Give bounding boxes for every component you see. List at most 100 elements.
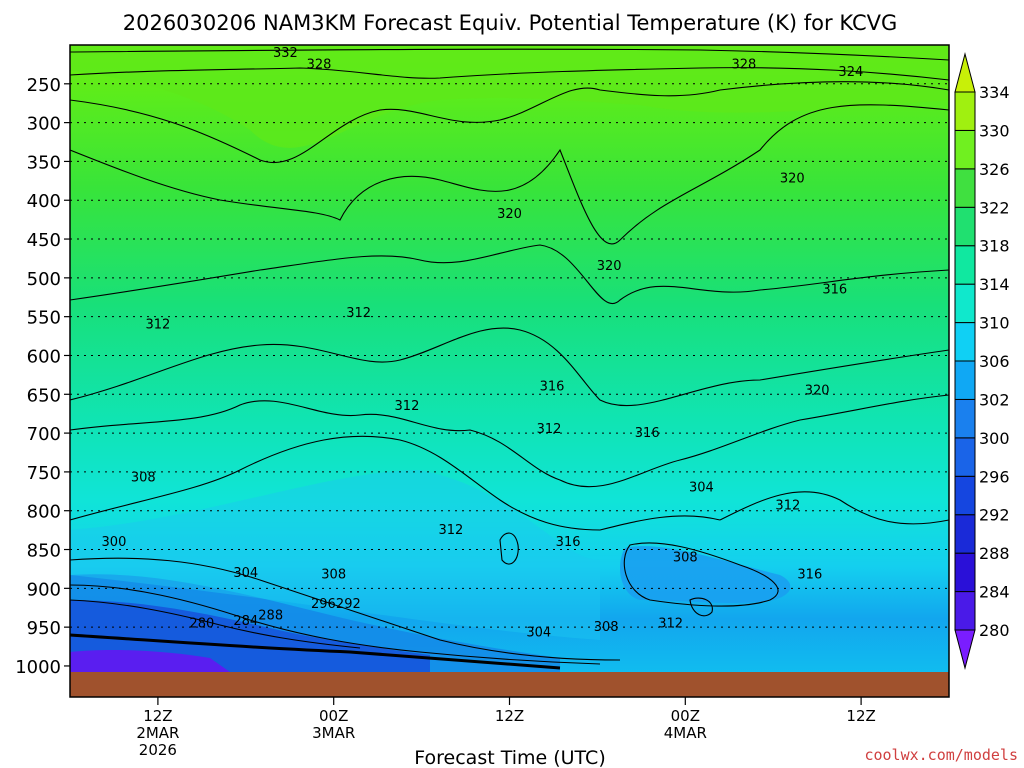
- colorbar-swatch-8: [954, 283, 976, 324]
- contour-label-312-8: 312: [145, 317, 170, 332]
- y-tick-label-800: 800: [27, 502, 61, 523]
- x-tick-label-4-0: 12Z: [846, 707, 875, 725]
- x-tick-label-2-0: 12Z: [495, 707, 524, 725]
- colorbar-label-292: 292: [979, 506, 1010, 525]
- x-tick-label-0-0: 12Z: [143, 707, 172, 725]
- colorbar-label-334: 334: [979, 83, 1010, 102]
- credit-link[interactable]: coolwx.com/models: [864, 746, 1018, 764]
- colorbar-swatch-0: [954, 591, 976, 631]
- terrain-below-ground: [70, 672, 949, 697]
- contour-320-a: [70, 244, 949, 304]
- y-tick-label-750: 750: [27, 463, 61, 484]
- contour-312: [70, 435, 721, 531]
- contour-label-312-12: 312: [395, 399, 420, 414]
- x-tick-label-3-0: 00Z: [671, 707, 700, 725]
- y-tick-label-900: 900: [27, 579, 61, 600]
- contour-328-b: [70, 81, 949, 163]
- contour-320-b: [70, 327, 949, 407]
- y-tick-label-950: 950: [27, 618, 61, 639]
- colorbar-label-326: 326: [979, 160, 1010, 179]
- colorbar-swatch-3: [954, 475, 976, 516]
- y-tick-label-450: 450: [27, 230, 61, 251]
- colorbar-label-280: 280: [979, 621, 1010, 640]
- y-tick-label-700: 700: [27, 424, 61, 445]
- x-tick-label-0-2: 2026: [139, 741, 177, 759]
- y-tick-label-1000: 1000: [15, 657, 61, 678]
- contour-label-320-5: 320: [497, 207, 522, 222]
- contour-label-312-17: 312: [775, 498, 800, 513]
- contour-label-316-10: 316: [540, 380, 565, 395]
- contour-label-304-22: 304: [233, 566, 258, 581]
- colorbar-swatch-7: [954, 322, 976, 362]
- contour-label-312-18: 312: [438, 523, 463, 538]
- colorbar-swatch-4: [954, 437, 976, 477]
- y-tick-label-650: 650: [27, 385, 61, 406]
- contour-label-312-9: 312: [346, 306, 371, 321]
- contour-label-316-7: 316: [822, 283, 847, 298]
- contour-328-a: [70, 67, 949, 81]
- contour-lines: [70, 48, 949, 670]
- contour-label-304-30: 304: [526, 626, 551, 641]
- cyan-band: [70, 470, 600, 640]
- colorbar-top-triangle: [954, 52, 976, 93]
- contour-label-320-4: 320: [780, 172, 805, 187]
- y-tick-label-600: 600: [27, 346, 61, 367]
- colorbar-label-318: 318: [979, 237, 1010, 256]
- colorbar-label-330: 330: [979, 121, 1010, 140]
- colorbar: 280 284 288 292 296 300 302 306 310 314 318 322 326 3…: [954, 52, 1010, 670]
- colorbar-swatch-9: [954, 245, 976, 285]
- y-tick-label-350: 350: [27, 152, 61, 173]
- colorbar-bottom-triangle: [954, 629, 976, 670]
- surface-coldest-pool: [70, 650, 230, 672]
- contour-label-320-11: 320: [805, 383, 830, 398]
- y-tick-label-850: 850: [27, 541, 61, 562]
- colorbar-label-288: 288: [979, 544, 1010, 563]
- colorbar-label-284: 284: [979, 583, 1010, 602]
- colorbar-label-314: 314: [979, 275, 1010, 294]
- contour-308: [70, 557, 621, 661]
- colorbar-swatch-5: [954, 398, 976, 439]
- contour-300: [70, 599, 361, 649]
- contour-label-316-14: 316: [635, 426, 660, 441]
- y-tick-label-250: 250: [27, 75, 61, 96]
- contour-mid-cell-3: [689, 597, 713, 617]
- contour-label-324-3: 324: [838, 65, 863, 80]
- contour-label-296-25: 296: [311, 597, 336, 612]
- contour-label-316-19: 316: [556, 535, 581, 550]
- colorbar-swatch-11: [954, 168, 976, 208]
- contour-surface-tight: [70, 633, 561, 670]
- y-tick-label-550: 550: [27, 308, 61, 329]
- x-tick-label-1-0: 00Z: [319, 707, 348, 725]
- contour-upper-right-wave: [719, 491, 949, 525]
- colorbar-swatch-10: [954, 206, 976, 247]
- colorbar-label-296: 296: [979, 467, 1010, 486]
- contour-label-312-32: 312: [658, 616, 683, 631]
- x-axis-label: Forecast Time (UTC): [414, 747, 605, 768]
- contour-label-308-23: 308: [321, 567, 346, 582]
- contour-label-304-16: 304: [689, 480, 714, 495]
- upper-yellow-green-band: [70, 45, 949, 148]
- y-axis: 250 300 350 400 450 500 550 600 650 700 750 800 850 9…: [15, 75, 70, 678]
- y-tick-label-300: 300: [27, 114, 61, 135]
- colorbar-label-310: 310: [979, 314, 1010, 333]
- x-tick-label-3-1: 4MAR: [664, 724, 707, 742]
- contour-label-308-21: 308: [673, 550, 698, 565]
- chart-title: 2026030206 NAM3KM Forecast Equiv. Potent…: [123, 11, 898, 35]
- colorbar-swatch-6: [954, 360, 976, 400]
- contour-label-332-0: 332: [273, 46, 298, 61]
- contour-label-308-15: 308: [131, 470, 156, 485]
- x-tick-label-1-1: 3MAR: [312, 724, 355, 742]
- colorbar-swatch-12: [954, 129, 976, 170]
- contour-324: [70, 104, 949, 245]
- contour-mid-cell-1: [623, 542, 779, 607]
- colorbar-swatch-2: [954, 514, 976, 554]
- contour-label-328-2: 328: [731, 57, 756, 72]
- contour-label-308-31: 308: [594, 620, 619, 635]
- colorbar-label-302: 302: [979, 390, 1010, 409]
- y-tick-label-500: 500: [27, 269, 61, 290]
- contour-316: [70, 394, 949, 488]
- contour-label-328-1: 328: [307, 57, 332, 72]
- colorbar-label-322: 322: [979, 198, 1010, 217]
- colorbar-swatch-13: [954, 91, 976, 131]
